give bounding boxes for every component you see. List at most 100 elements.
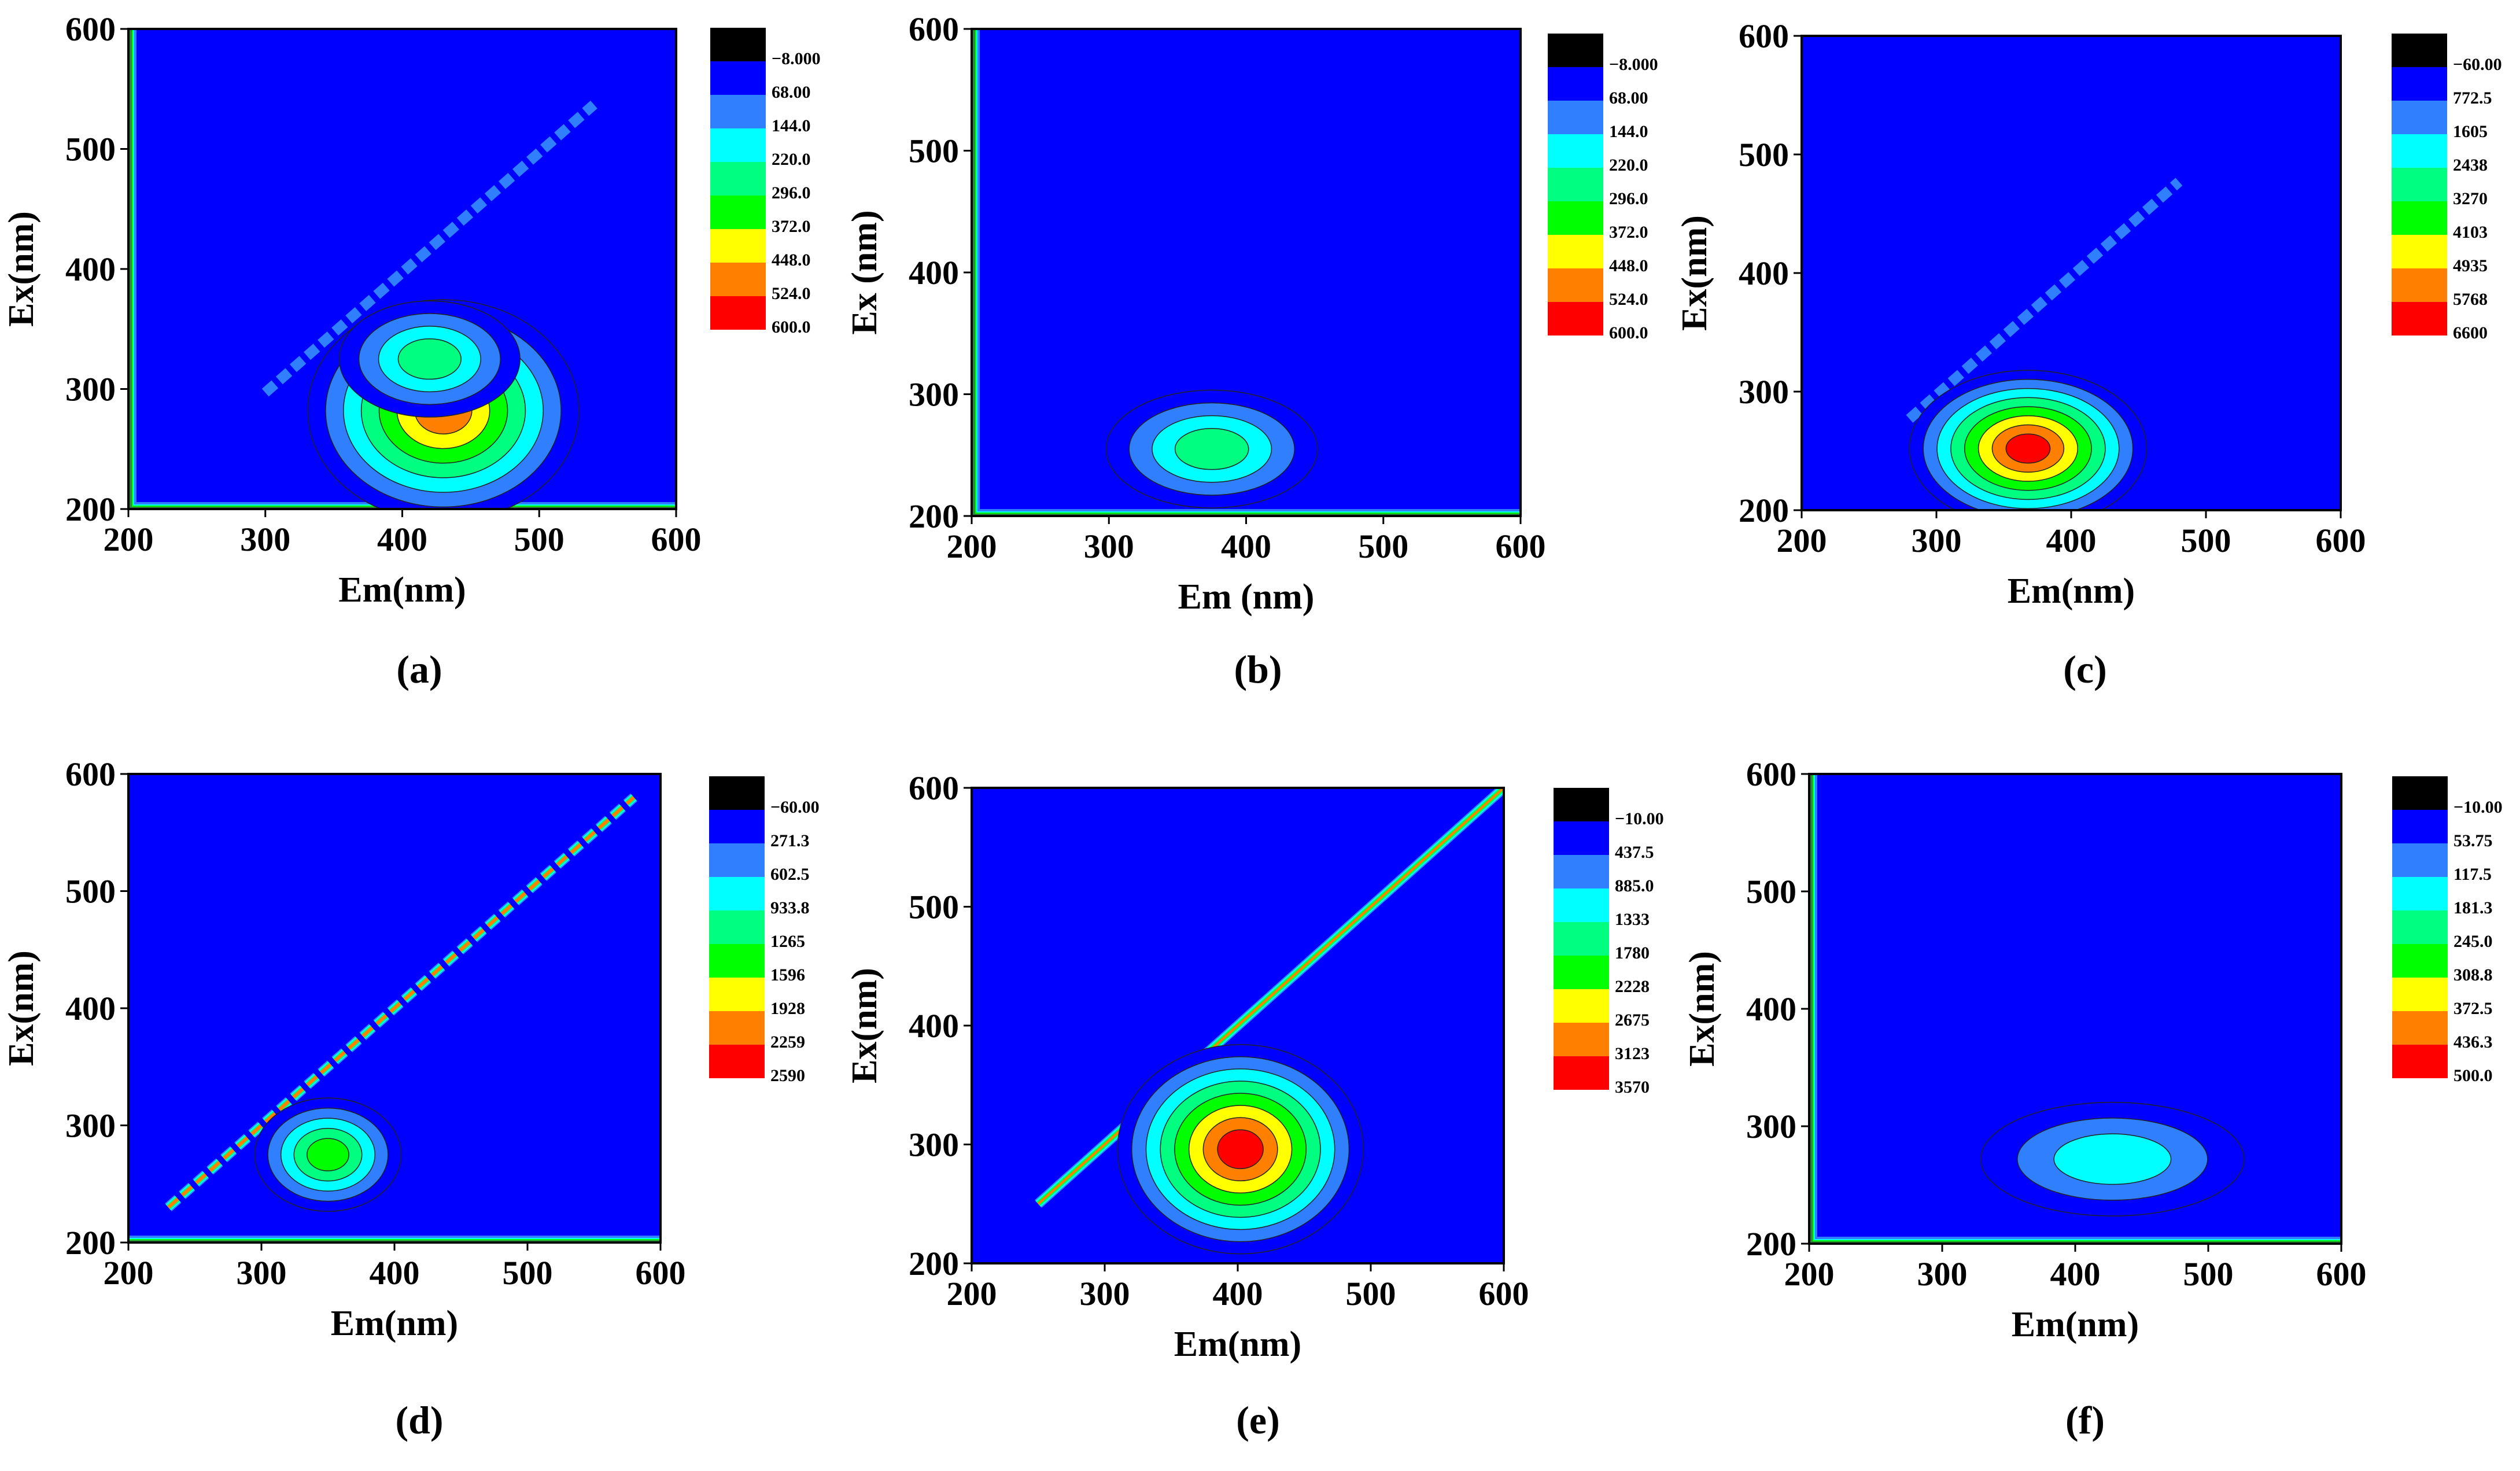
legend-swatch [1548, 268, 1603, 302]
y-tick-label: 400 [909, 254, 959, 292]
y-tick-label: 300 [1746, 1108, 1796, 1145]
panel-caption: (b) [1234, 647, 1282, 691]
legend-swatch [2392, 302, 2447, 336]
y-axis-label: Ex(nm) [1683, 951, 1722, 1067]
legend-swatch [1548, 201, 1603, 235]
legend-swatch [2392, 810, 2448, 843]
y-tick-label: 400 [909, 1007, 959, 1045]
legend-label: 144.0 [1609, 122, 1648, 141]
legend-label: 68.00 [1609, 89, 1648, 108]
x-tick-label: 400 [2046, 522, 2097, 559]
legend-swatch [2392, 101, 2447, 134]
legend-label: 2590 [770, 1066, 805, 1085]
legend-label: 308.8 [2453, 965, 2493, 985]
legend-label: −8.000 [1609, 55, 1658, 74]
legend-label: 1265 [770, 932, 805, 951]
legend-label: 448.0 [1609, 256, 1648, 275]
contour-layer [972, 29, 1521, 516]
legend-label: 245.0 [2453, 932, 2493, 951]
x-tick-label: 600 [1496, 528, 1546, 565]
x-tick-label: 400 [370, 1254, 420, 1292]
legend-swatch [1548, 134, 1603, 168]
y-axis-label: Ex(nm) [1675, 215, 1714, 331]
legend-swatch [2392, 776, 2448, 810]
legend-label: 372.0 [772, 217, 811, 236]
legend-swatch [1554, 788, 1609, 821]
panel-c: 200 300 400 500 600 200 300 400 500 600 Em(nm) Ex(n… [1675, 17, 2502, 691]
legend-label: 296.0 [772, 183, 811, 202]
x-tick-label: 200 [104, 521, 154, 558]
legend-swatch [2392, 843, 2448, 877]
legend-swatch [709, 877, 765, 910]
y-tick-label: 600 [65, 10, 116, 48]
legend-swatch [1548, 34, 1603, 67]
x-tick-label: 200 [947, 1275, 997, 1313]
legend-swatch [2392, 877, 2448, 910]
x-tick-label: 300 [237, 1254, 287, 1292]
legend-label: −60.00 [2453, 55, 2502, 74]
x-tick-label: 200 [1777, 522, 1827, 559]
legend-swatch [709, 1045, 765, 1078]
x-axis-label: Em(nm) [1174, 1325, 1301, 1364]
legend-swatch [1554, 922, 1609, 956]
legend-swatch [709, 810, 765, 843]
legend-swatch [1548, 67, 1603, 101]
legend-label: 296.0 [1609, 189, 1648, 208]
panel-caption: (c) [2063, 647, 2106, 691]
legend-swatch [2392, 1011, 2448, 1045]
legend-label: 524.0 [1609, 290, 1648, 309]
legend-swatch [2392, 978, 2448, 1011]
x-tick-label: 300 [1080, 1275, 1130, 1313]
legend-label: 2675 [1615, 1011, 1650, 1030]
peak-0-level-3 [2053, 1133, 2172, 1185]
x-tick-label: 600 [651, 521, 702, 558]
x-axis-label: Em(nm) [338, 570, 466, 610]
y-tick-label: 500 [65, 131, 116, 168]
y-tick-label: 500 [909, 889, 959, 926]
legend-label: 3123 [1615, 1044, 1650, 1063]
y-tick-label: 300 [909, 1126, 959, 1164]
edge-scatter-left [1809, 774, 1813, 1244]
y-tick-label: 600 [1739, 17, 1789, 55]
panel-caption: (e) [1236, 1398, 1279, 1442]
x-tick-label: 400 [1213, 1275, 1263, 1313]
legend-swatch [710, 229, 766, 263]
y-axis-label: Ex(nm) [2, 211, 41, 327]
x-tick-label: 300 [240, 521, 290, 558]
x-axis-label: Em(nm) [2008, 572, 2135, 611]
legend-swatch [1554, 855, 1609, 889]
panel-caption: (f) [2065, 1398, 2105, 1442]
x-tick-label: 400 [1221, 528, 1271, 565]
panel-a: 200 300 400 500 600 200 300 400 500 600 Em(nm) Ex(n… [2, 10, 821, 691]
legend-label: −10.00 [2453, 798, 2503, 817]
legend-swatch [1554, 1056, 1609, 1090]
legend-label: −10.00 [1615, 809, 1664, 828]
y-tick-label: 400 [1746, 990, 1796, 1028]
y-tick-label: 500 [65, 873, 116, 910]
x-tick-label: 200 [1784, 1255, 1835, 1293]
contour-layer [1034, 788, 1504, 1255]
legend-label: 372.0 [1609, 223, 1648, 242]
legend-swatch [710, 263, 766, 296]
edge-scatter-left [972, 29, 975, 516]
x-tick-label: 600 [2316, 522, 2366, 559]
y-axis-label: Ex (nm) [845, 210, 884, 334]
legend-label: 448.0 [772, 250, 811, 270]
legend-label: 372.5 [2453, 999, 2493, 1018]
legend-label: 437.5 [1615, 843, 1654, 862]
x-tick-label: 500 [514, 521, 564, 558]
legend-swatch [710, 95, 766, 128]
legend-swatch [709, 843, 765, 877]
legend-swatch [2392, 268, 2447, 302]
legend-swatch [710, 61, 766, 95]
x-tick-label: 500 [2181, 522, 2231, 559]
legend-label: 885.0 [1615, 876, 1654, 895]
x-tick-label: 500 [2183, 1255, 2234, 1293]
x-axis-label: Em(nm) [2012, 1305, 2139, 1344]
scatter-band-level-2 [1906, 178, 2183, 423]
y-axis-label: Ex(nm) [845, 968, 884, 1083]
contour-layer [1905, 176, 2183, 510]
y-tick-label: 600 [1746, 755, 1796, 793]
y-tick-label: 200 [1739, 492, 1789, 529]
legend-swatch [709, 1011, 765, 1045]
